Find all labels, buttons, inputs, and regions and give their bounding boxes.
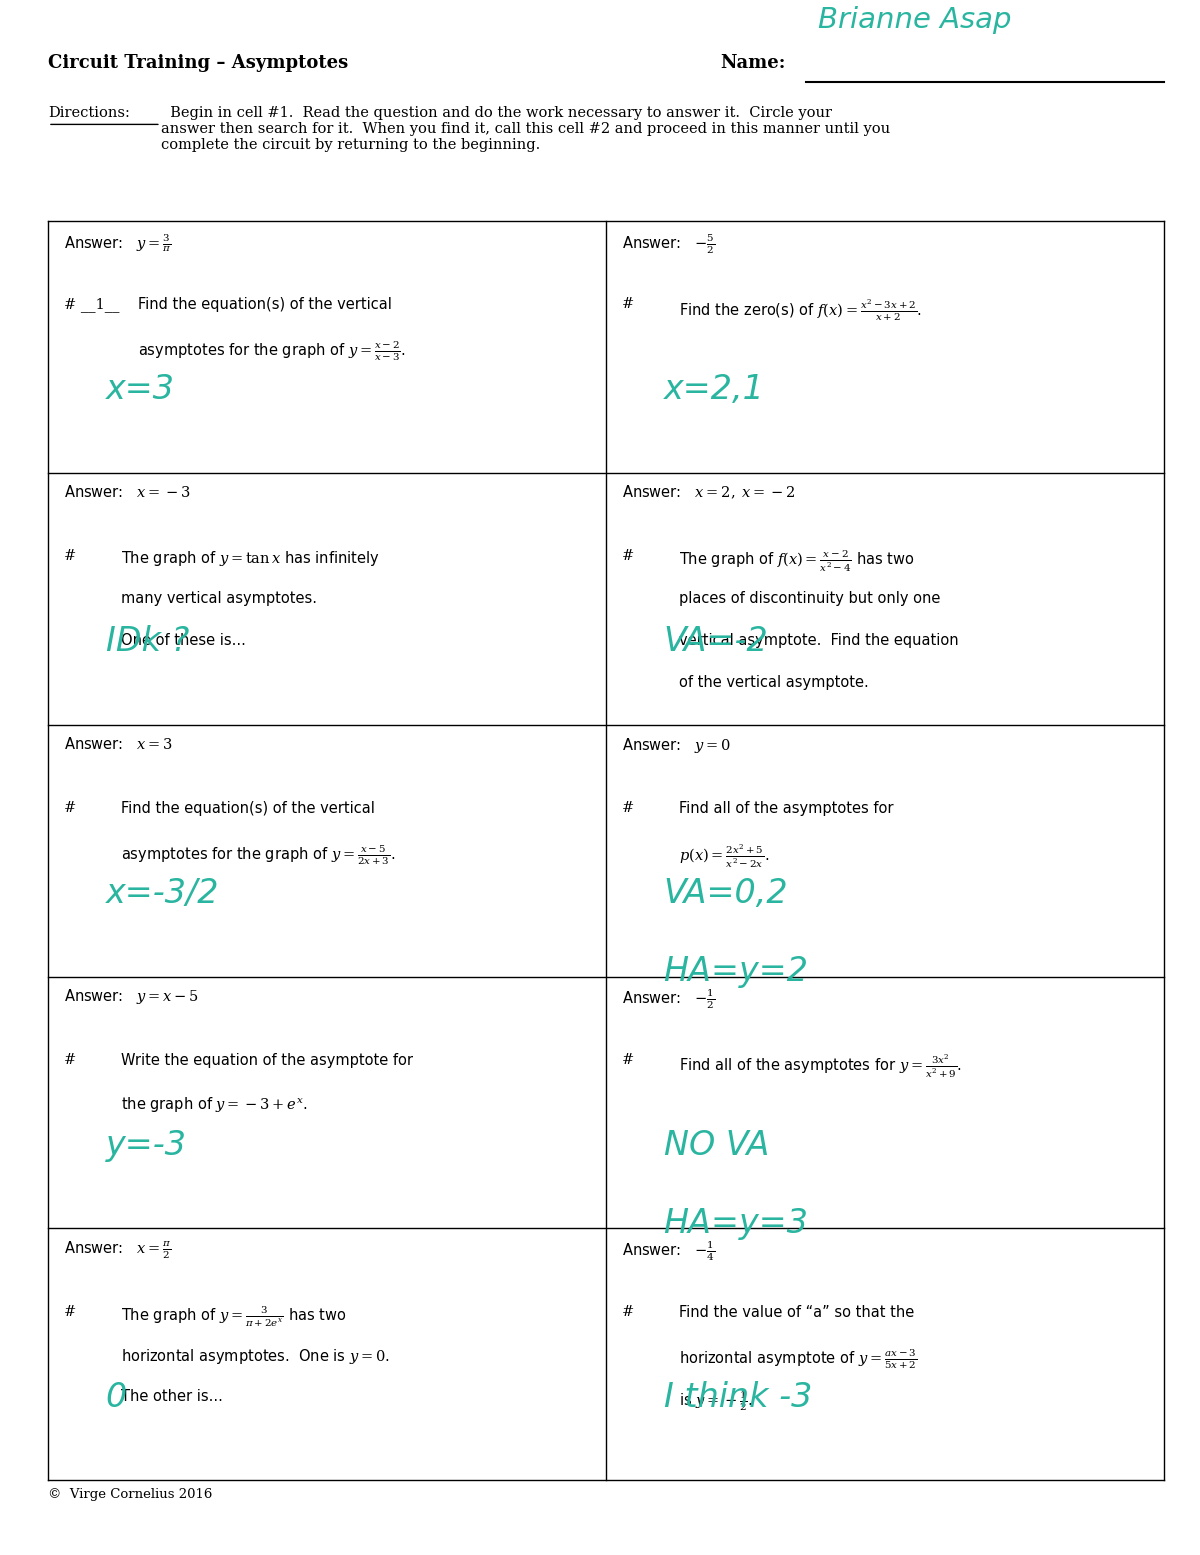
Text: Circuit Training – Asymptotes: Circuit Training – Asymptotes (48, 54, 348, 73)
Text: The other is...: The other is... (121, 1389, 223, 1404)
Text: #: # (64, 801, 76, 815)
Text: One of these is...: One of these is... (121, 633, 246, 648)
Text: Answer:   $-\frac{5}{2}$: Answer: $-\frac{5}{2}$ (622, 232, 715, 255)
Text: Answer:   $x = 3$: Answer: $x = 3$ (64, 736, 173, 751)
Text: #: # (622, 801, 634, 815)
Text: many vertical asymptotes.: many vertical asymptotes. (121, 591, 317, 606)
Text: Brianne Asap: Brianne Asap (818, 6, 1012, 34)
Text: Answer:   $y = \frac{3}{\pi}$: Answer: $y = \frac{3}{\pi}$ (64, 232, 172, 253)
Text: Begin in cell #1.  Read the question and do the work necessary to answer it.  Ci: Begin in cell #1. Read the question and … (161, 106, 890, 152)
Text: y=-3: y=-3 (106, 1129, 187, 1162)
Text: x=2,1: x=2,1 (664, 373, 764, 406)
Text: x=-3/2: x=-3/2 (106, 877, 220, 910)
Text: Directions:: Directions: (48, 106, 130, 120)
Text: horizontal asymptotes.  One is $y = 0$.: horizontal asymptotes. One is $y = 0$. (121, 1347, 390, 1365)
Text: Find the equation(s) of the vertical: Find the equation(s) of the vertical (121, 801, 376, 816)
Text: horizontal asymptote of $y = \frac{ax-3}{5x+2}$: horizontal asymptote of $y = \frac{ax-3}… (679, 1347, 918, 1370)
Text: VA=-2: VA=-2 (664, 625, 768, 658)
Text: #: # (64, 1305, 76, 1319)
Text: #: # (622, 1053, 634, 1067)
Text: #: # (64, 549, 76, 563)
Text: asymptotes for the graph of $y = \frac{x-2}{x-3}$.: asymptotes for the graph of $y = \frac{x… (138, 339, 406, 362)
Text: Answer:   $-\frac{1}{4}$: Answer: $-\frac{1}{4}$ (622, 1239, 715, 1263)
Text: #: # (622, 1305, 634, 1319)
Text: #: # (64, 1053, 76, 1067)
Text: # __1__: # __1__ (64, 297, 119, 313)
Text: IDk ?: IDk ? (106, 625, 188, 658)
Text: vertical asymptote.  Find the equation: vertical asymptote. Find the equation (679, 633, 959, 648)
Text: Find all of the asymptotes for $y = \frac{3x^2}{x^2+9}$.: Find all of the asymptotes for $y = \fra… (679, 1053, 962, 1079)
Text: Answer:   $x = -3$: Answer: $x = -3$ (64, 484, 191, 499)
Text: Find the value of “a” so that the: Find the value of “a” so that the (679, 1305, 914, 1320)
Text: Answer:   $x = \frac{\pi}{2}$: Answer: $x = \frac{\pi}{2}$ (64, 1239, 172, 1261)
Text: Find all of the asymptotes for: Find all of the asymptotes for (679, 801, 894, 816)
Text: ©  Virge Cornelius 2016: © Virge Cornelius 2016 (48, 1488, 212, 1501)
Text: Find the equation(s) of the vertical: Find the equation(s) of the vertical (138, 297, 392, 313)
Text: Find the zero(s) of $f(x) = \frac{x^2-3x+2}{x+2}$.: Find the zero(s) of $f(x) = \frac{x^2-3x… (679, 297, 923, 322)
Text: The graph of $f(x) = \frac{x-2}{x^2-4}$ has two: The graph of $f(x) = \frac{x-2}{x^2-4}$ … (679, 549, 914, 574)
Text: $p(x) = \frac{2x^2+5}{x^2-2x}$.: $p(x) = \frac{2x^2+5}{x^2-2x}$. (679, 843, 769, 869)
Text: HA=y=2: HA=y=2 (664, 955, 809, 987)
Text: Answer:   $y = x - 5$: Answer: $y = x - 5$ (64, 987, 199, 1006)
Text: x=3: x=3 (106, 373, 175, 406)
Text: Name:: Name: (720, 54, 785, 73)
Text: The graph of $y = \frac{3}{\pi+2e^x}$ has two: The graph of $y = \frac{3}{\pi+2e^x}$ ha… (121, 1305, 347, 1328)
Text: Answer:   $y = 0$: Answer: $y = 0$ (622, 736, 731, 754)
Text: VA=0,2: VA=0,2 (664, 877, 788, 910)
Text: is $y = -\frac{1}{2}$.: is $y = -\frac{1}{2}$. (679, 1389, 752, 1412)
Text: Answer:   $x = 2,\; x = -2$: Answer: $x = 2,\; x = -2$ (622, 484, 794, 501)
Text: the graph of $y = -3 + e^x$.: the graph of $y = -3 + e^x$. (121, 1095, 307, 1113)
Text: Answer:   $-\frac{1}{2}$: Answer: $-\frac{1}{2}$ (622, 987, 715, 1011)
Text: asymptotes for the graph of $y = \frac{x-5}{2x+3}$.: asymptotes for the graph of $y = \frac{x… (121, 843, 396, 866)
Text: HA=y=3: HA=y=3 (664, 1207, 809, 1239)
Text: The graph of $y = \tan x$ has infinitely: The graph of $y = \tan x$ has infinitely (121, 549, 380, 568)
Text: Write the equation of the asymptote for: Write the equation of the asymptote for (121, 1053, 413, 1068)
Text: #: # (622, 297, 634, 311)
Text: NO VA: NO VA (664, 1129, 769, 1162)
Text: #: # (622, 549, 634, 563)
Text: of the vertical asymptote.: of the vertical asymptote. (679, 675, 869, 690)
Text: places of discontinuity but only one: places of discontinuity but only one (679, 591, 941, 606)
Text: 0: 0 (106, 1381, 127, 1413)
Text: I think -3: I think -3 (664, 1381, 812, 1413)
